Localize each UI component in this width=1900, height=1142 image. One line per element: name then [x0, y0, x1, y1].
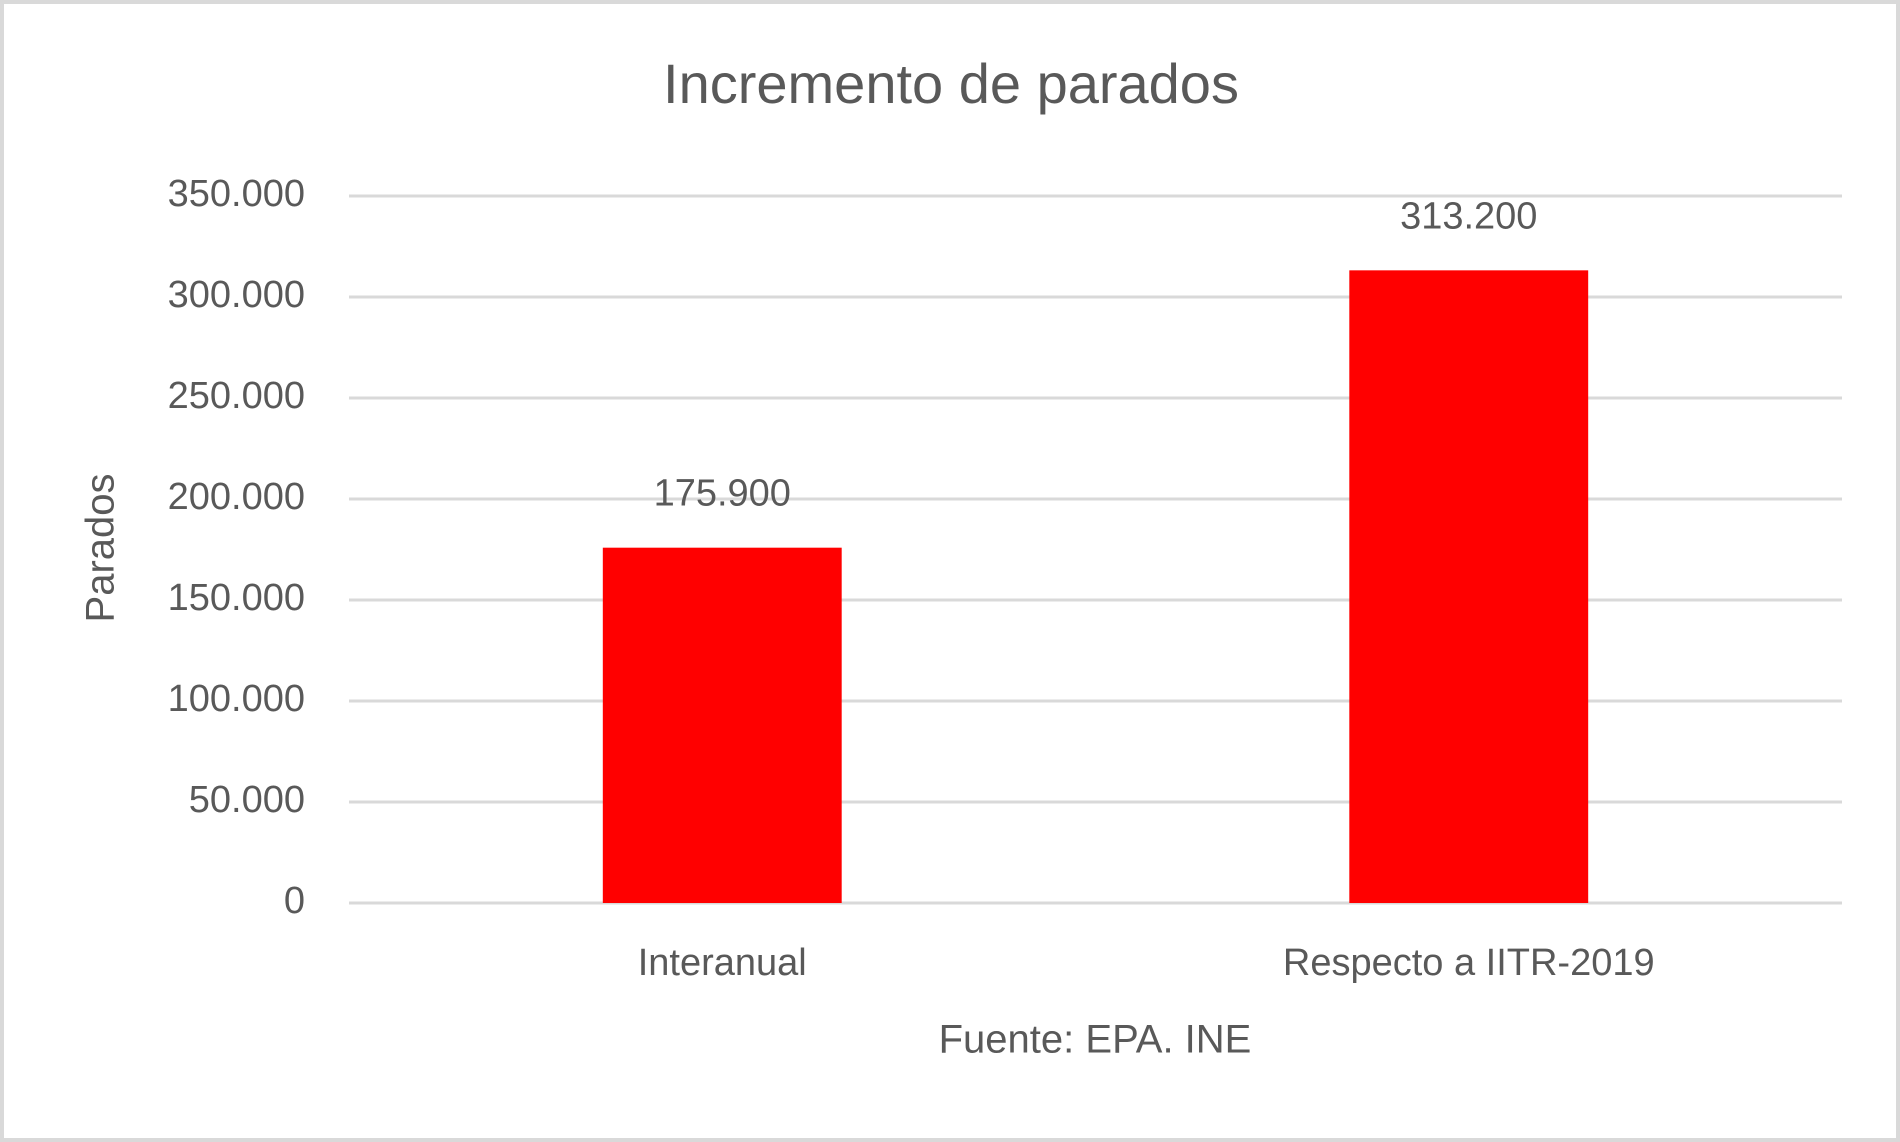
bar: [602, 547, 842, 903]
y-tick-label: 0: [284, 880, 305, 922]
x-axis-title: Fuente: EPA. INE: [939, 1018, 1252, 1062]
y-tick-label: 350.000: [168, 173, 305, 215]
y-tick-label: 100.000: [168, 678, 305, 720]
y-tick-label: 250.000: [168, 375, 305, 417]
bar: [1349, 270, 1589, 903]
y-axis-title: Parados: [79, 474, 123, 623]
y-tick-label: 300.000: [168, 274, 305, 316]
y-tick-label: 200.000: [168, 476, 305, 518]
y-tick-label: 50.000: [189, 779, 305, 821]
x-tick-label: Interanual: [638, 942, 807, 984]
data-label: 313.200: [1400, 195, 1537, 237]
x-tick-label: Respecto a IITR-2019: [1283, 942, 1655, 984]
chart-title: Incremento de parados: [663, 52, 1239, 115]
data-label: 175.900: [654, 473, 791, 515]
y-tick-label: 150.000: [168, 577, 305, 619]
